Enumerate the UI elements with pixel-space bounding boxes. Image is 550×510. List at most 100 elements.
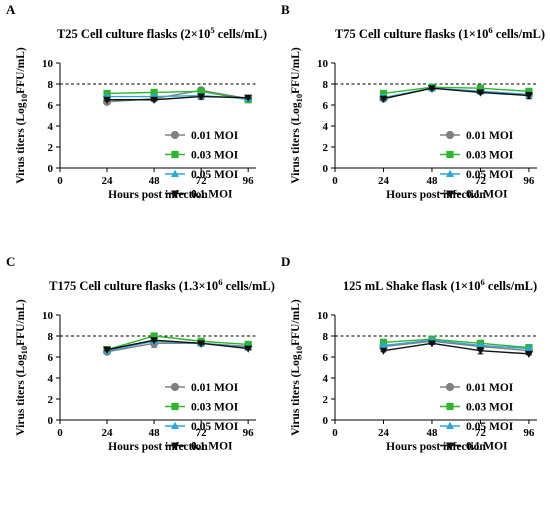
y-tick-label: 2 <box>48 394 54 406</box>
x-tick-label: 24 <box>378 175 390 187</box>
data-point <box>427 85 436 93</box>
legend-label: 0.03 MOI <box>191 402 239 414</box>
y-tick-label: 8 <box>323 79 329 91</box>
x-tick-label: 0 <box>332 427 338 439</box>
x-tick-label: 72 <box>475 427 487 439</box>
x-tick-label: 24 <box>102 175 114 187</box>
legend-marker <box>446 402 454 411</box>
y-axis-label: Virus titers (Log10FFU/mL) <box>290 47 304 184</box>
panel-title: T75 Cell culture flasks (1×106 cells/mL) <box>335 25 545 41</box>
series-line <box>383 339 529 350</box>
data-point <box>524 344 533 352</box>
legend-label: 0.05 MOI <box>466 421 514 433</box>
y-tick-label: 10 <box>42 310 54 322</box>
legend-label: 0.01 MOI <box>466 130 514 142</box>
data-point <box>150 88 158 96</box>
y-tick-label: 0 <box>323 415 329 427</box>
panel-c: C T175 Cell culture flasks (1.3×106 cells… <box>6 254 275 453</box>
y-tick-label: 2 <box>48 142 54 154</box>
y-tick-label: 10 <box>317 310 329 322</box>
data-point <box>197 93 206 101</box>
y-tick-label: 8 <box>323 331 329 343</box>
x-tick-label: 48 <box>426 427 438 439</box>
y-tick-label: 10 <box>42 58 54 70</box>
series-line <box>383 87 529 100</box>
data-point <box>244 345 253 353</box>
panel-b: B T75 Cell culture flasks (1×106 cells/mL… <box>281 2 545 201</box>
legend-marker <box>446 169 454 177</box>
series-line <box>106 339 249 351</box>
x-tick-label: 0 <box>332 175 338 187</box>
legend-label: 0.05 MOI <box>191 169 239 181</box>
y-tick-label: 0 <box>48 415 54 427</box>
legend-marker <box>171 190 179 198</box>
data-point <box>476 341 485 349</box>
legend-label: 0.03 MOI <box>466 150 514 162</box>
y-tick-label: 6 <box>323 352 329 364</box>
y-axis-label: Virus titers (Log10FFU/mL) <box>15 299 29 436</box>
legend-label: 0.1 MOI <box>466 189 508 201</box>
legend-label: 0.03 MOI <box>191 150 239 162</box>
series-line <box>383 342 529 355</box>
panel-letter: D <box>281 254 290 269</box>
legend-marker <box>446 421 454 429</box>
legend-marker <box>170 382 180 392</box>
panel-a: A T25 Cell culture flasks (2×105 cells/mL… <box>6 2 267 201</box>
x-tick-label: 72 <box>196 427 208 439</box>
data-point <box>244 94 253 102</box>
legend-marker <box>171 421 179 429</box>
x-axis-label: Hours post infection <box>108 189 208 201</box>
series-line <box>106 335 249 351</box>
x-tick-label: 48 <box>149 175 161 187</box>
y-tick-label: 4 <box>323 121 329 133</box>
panel-title: T175 Cell culture flasks (1.3×106 cells/… <box>49 277 275 293</box>
panel-letter: C <box>6 254 15 269</box>
x-axis-label: Hours post infection <box>108 441 208 453</box>
data-point <box>379 341 388 349</box>
data-point <box>379 347 388 355</box>
legend-label: 0.05 MOI <box>466 169 514 181</box>
panel-letter: B <box>281 2 290 17</box>
data-point <box>197 340 206 348</box>
y-tick-label: 8 <box>48 331 54 343</box>
y-tick-label: 2 <box>323 142 329 154</box>
y-tick-label: 6 <box>48 352 54 364</box>
x-tick-label: 96 <box>243 427 255 439</box>
series-line <box>383 340 529 352</box>
y-tick-label: 0 <box>48 163 54 175</box>
data-point <box>476 89 485 97</box>
legend-label: 0.1 MOI <box>191 441 233 453</box>
x-tick-label: 96 <box>523 175 535 187</box>
y-tick-label: 8 <box>48 79 54 91</box>
panel-letter: A <box>6 2 16 17</box>
legend-label: 0.01 MOI <box>466 382 514 394</box>
legend-marker <box>446 190 454 198</box>
panel-d: D 125 mL Shake flask (1×106 cells/mL) 0 24 6… <box>281 254 537 453</box>
panel-title: 125 mL Shake flask (1×106 cells/mL) <box>343 277 537 293</box>
x-tick-label: 24 <box>102 427 114 439</box>
data-point <box>103 346 112 354</box>
series-line <box>107 90 249 101</box>
x-tick-label: 0 <box>57 427 63 439</box>
x-tick-label: 0 <box>57 175 63 187</box>
legend-marker <box>446 442 454 450</box>
y-tick-label: 4 <box>323 373 329 385</box>
legend-marker <box>171 150 179 159</box>
legend-label: 0.1 MOI <box>191 189 233 201</box>
data-point <box>476 347 485 355</box>
data-point <box>427 340 436 348</box>
series-line <box>383 338 529 349</box>
x-tick-label: 72 <box>475 175 487 187</box>
legend-label: 0.1 MOI <box>466 441 508 453</box>
data-point <box>150 337 159 345</box>
legend-marker <box>171 442 179 450</box>
y-tick-label: 6 <box>323 100 329 112</box>
x-tick-label: 24 <box>378 427 390 439</box>
legend-marker <box>446 150 454 159</box>
x-axis-label: Hours post infection <box>386 441 486 453</box>
legend-marker <box>445 130 455 140</box>
legend-marker <box>170 130 180 140</box>
legend-marker <box>171 402 179 411</box>
